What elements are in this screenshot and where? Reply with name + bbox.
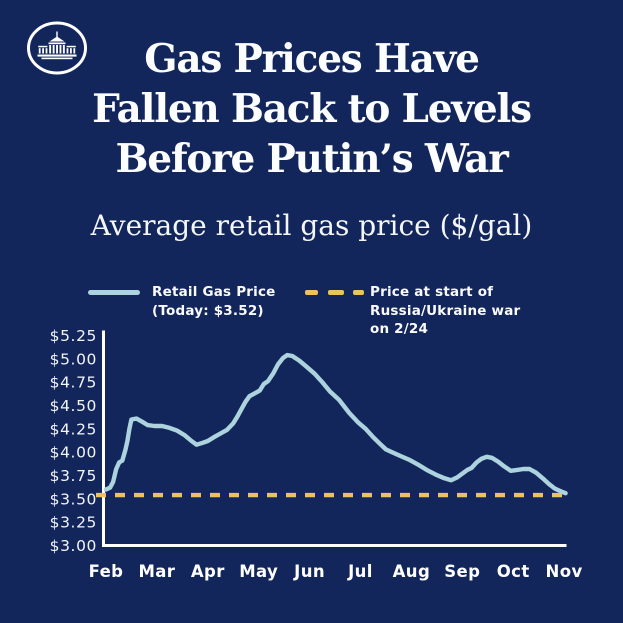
x-axis-tick-label: Apr	[191, 562, 225, 581]
x-axis-tick-label: Feb	[89, 562, 124, 581]
white-house-logo	[25, 20, 89, 80]
y-axis-tick-label: $3.50	[50, 490, 97, 508]
legend-text-line: Russia/Ukraine war	[370, 302, 521, 319]
y-axis-tick-label: $5.00	[50, 350, 97, 368]
y-axis-tick-label: $4.50	[50, 397, 97, 415]
legend-dashed-line-swatch	[305, 290, 364, 295]
gas-price-line-chart: $3.00 $3.25 $3.50 $3.75 $4.00 $4.25 $4.50 $4.75…	[50, 327, 583, 581]
title-line-3: Before Putin’s War	[115, 136, 508, 182]
y-axis-tick-label: $4.75	[50, 374, 97, 392]
x-axis-tick-label: Jun	[293, 562, 325, 581]
chart-subtitle: Average retail gas price ($/gal)	[90, 209, 533, 242]
page-title: Gas Prices Have Fallen Back to Levels Be…	[0, 34, 623, 184]
y-axis-tick-label: $5.25	[50, 327, 97, 345]
x-axis-tick-label: Mar	[138, 562, 175, 581]
x-axis-tick-label: Jul	[347, 562, 373, 581]
y-axis-tick-label: $3.00	[50, 537, 97, 555]
y-axis-tick-label: $4.00	[50, 444, 97, 462]
retail-gas-price-line	[103, 352, 568, 496]
legend-text-line: Retail Gas Price	[152, 284, 276, 300]
x-axis-tick-label: Aug	[393, 562, 431, 581]
white-house-icon	[27, 21, 87, 75]
x-axis-tick-label: May	[239, 562, 278, 581]
legend-label-retail-gas-price: Retail Gas Price (Today: $3.52)	[152, 283, 292, 320]
legend-text-line: Price at start of	[370, 284, 494, 300]
x-axis-tick-label: Sep	[444, 562, 480, 581]
x-axis-tick-label: Oct	[497, 562, 530, 581]
legend-solid-line-swatch	[88, 290, 140, 295]
y-axis-tick-label: $3.25	[50, 514, 97, 532]
y-axis-tick-label: $3.75	[50, 467, 97, 485]
x-axis-tick-label: Nov	[546, 562, 583, 581]
legend-label-war-start-price: Price at start of Russia/Ukraine war on …	[370, 283, 530, 339]
title-line-1: Gas Prices Have	[144, 36, 480, 82]
legend-text-line: on 2/24	[370, 321, 429, 337]
y-axis-tick-label: $4.25	[50, 420, 97, 438]
title-line-2: Fallen Back to Levels	[92, 86, 532, 132]
chart-axes	[102, 330, 567, 547]
legend-text-line: (Today: $3.52)	[152, 302, 264, 319]
